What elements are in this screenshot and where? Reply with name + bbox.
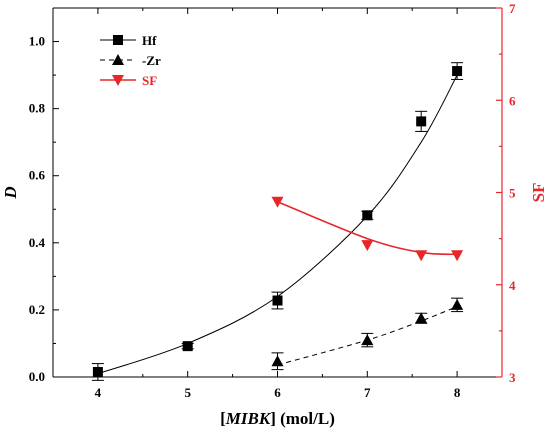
x-axis-title: [MIBK] (mol/L)	[220, 409, 335, 428]
data-point-hf	[416, 116, 427, 127]
y2-tick-label: 3	[509, 370, 516, 385]
legend-marker	[112, 54, 124, 65]
data-point-hf	[182, 341, 193, 352]
x-tick-label: 8	[454, 385, 461, 400]
fit-curve-sf	[277, 200, 458, 256]
data-point-sf	[415, 250, 428, 262]
y-tick-label: 0.6	[29, 168, 46, 183]
data-point-sf	[271, 196, 284, 208]
y-tick-label: 0.4	[29, 235, 46, 250]
legend-label: SF	[142, 73, 157, 88]
x-tick-label: 6	[274, 385, 281, 400]
x-tick-label: 5	[184, 385, 191, 400]
y2-tick-label: 6	[509, 93, 516, 108]
fit-curve-hf	[97, 74, 458, 375]
y2-tick-label: 4	[509, 278, 516, 293]
data-point-zr	[451, 298, 464, 310]
data-point-hf	[272, 295, 283, 306]
data-point-zr	[415, 312, 428, 324]
y-tick-label: 1.0	[29, 34, 45, 49]
x-tick-label: 4	[95, 385, 102, 400]
legend-marker	[112, 75, 124, 86]
x-axis-title-part: MIBK	[225, 409, 272, 428]
data-point-zr	[271, 355, 284, 367]
legend-marker	[113, 35, 123, 45]
data-point-zr	[361, 334, 374, 346]
x-axis-title-part: [	[220, 409, 226, 428]
data-point-sf	[361, 240, 374, 252]
fit-curves	[97, 74, 458, 375]
y-tick-label: 0.8	[29, 101, 46, 116]
legend-label: Hf	[142, 33, 157, 48]
legend-label: -Zr	[142, 53, 161, 68]
y2-tick-label: 5	[509, 186, 516, 201]
y-axis-title: D	[1, 186, 20, 199]
data-point-hf	[92, 366, 103, 377]
fit-curve-zr	[277, 306, 458, 366]
x-tick-label: 7	[364, 385, 371, 400]
data-markers	[91, 62, 464, 381]
data-point-hf	[452, 66, 463, 77]
x-axis-title-part: ] (mol/L)	[270, 409, 335, 428]
legend: Hf -Zr SF	[100, 33, 161, 88]
data-point-hf	[362, 210, 373, 221]
y-tick-label: 0.0	[29, 369, 45, 384]
data-point-sf	[451, 250, 464, 262]
y-tick-label: 0.2	[29, 302, 45, 317]
y2-axis-title: SF	[529, 183, 548, 203]
y2-tick-label: 7	[509, 1, 516, 16]
